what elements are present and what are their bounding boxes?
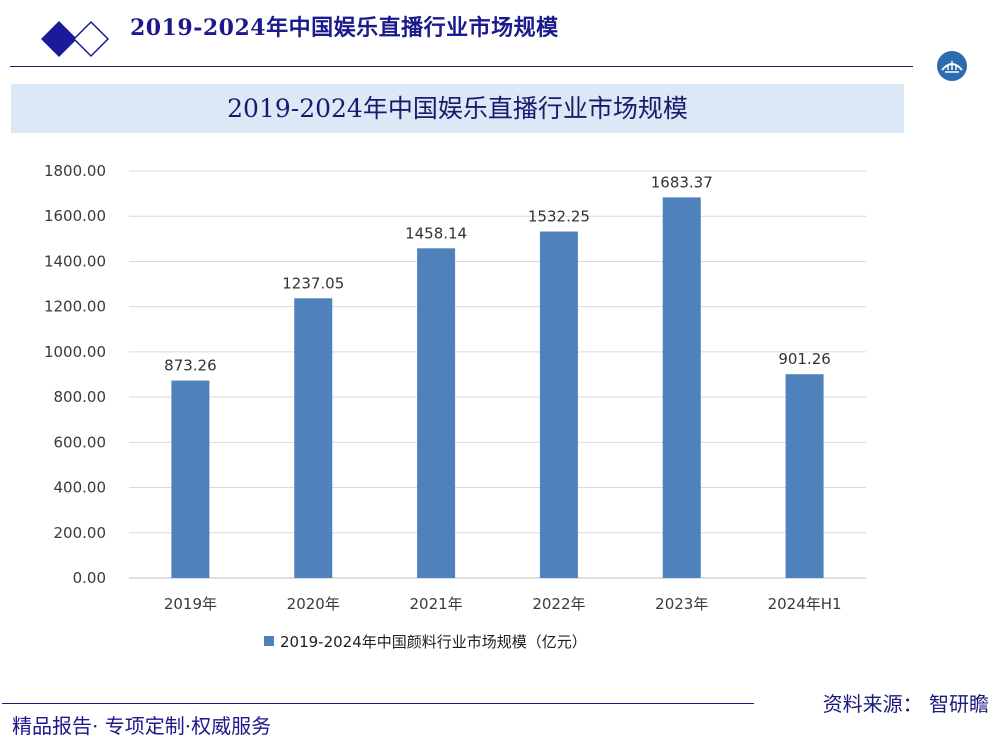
bar-chart: 0.00 200.00 400.00 600.00 800.00 1000.00 1200.…	[44, 162, 866, 613]
legend-swatch	[264, 636, 274, 646]
footer-slogan: 精品报告· 专项定制·权威服务	[12, 714, 272, 738]
chart-legend: 2019-2024年中国颜料行业市场规模（亿元）	[264, 630, 587, 652]
header-divider	[10, 66, 913, 67]
y-tick-label: 1000.00	[44, 343, 106, 361]
y-tick-label: 600.00	[54, 433, 107, 451]
diamond-logo-icon	[41, 20, 110, 58]
data-label: 1458.14	[405, 224, 467, 242]
source-text: 资料来源： 智研瞻	[822, 692, 989, 716]
bar	[662, 197, 701, 578]
y-tick-label: 800.00	[54, 388, 107, 406]
data-label: 873.26	[164, 357, 217, 375]
x-tick-label: 2024年H1	[768, 595, 842, 613]
y-tick-label: 1400.00	[44, 252, 106, 270]
bar	[171, 380, 210, 578]
data-label: 1532.25	[528, 208, 590, 226]
x-tick-label: 2023年	[655, 595, 708, 613]
header-title: 2019-2024年中国娱乐直播行业市场规模	[130, 15, 559, 41]
y-tick-label: 400.00	[54, 479, 107, 497]
legend-label: 2019-2024年中国颜料行业市场规模（亿元）	[280, 632, 587, 651]
data-label: 1683.37	[651, 173, 713, 191]
data-label: 901.26	[778, 350, 831, 368]
y-tick-label: 1800.00	[44, 162, 106, 180]
y-tick-label: 200.00	[54, 524, 107, 542]
x-tick-label: 2022年	[532, 595, 585, 613]
y-tick-label: 1200.00	[44, 298, 106, 316]
bar	[417, 248, 456, 578]
bar	[294, 298, 333, 578]
x-tick-label: 2021年	[409, 595, 462, 613]
brand-logo-icon	[937, 51, 967, 81]
bar	[539, 231, 578, 578]
y-tick-label: 1600.00	[44, 207, 106, 225]
bar	[785, 374, 824, 578]
data-label: 1237.05	[282, 274, 344, 292]
chart-title: 2019-2024年中国娱乐直播行业市场规模	[11, 84, 904, 133]
y-tick-label: 0.00	[73, 569, 106, 587]
footer-divider	[2, 703, 754, 704]
x-tick-label: 2019年	[164, 595, 217, 613]
x-tick-label: 2020年	[287, 595, 340, 613]
